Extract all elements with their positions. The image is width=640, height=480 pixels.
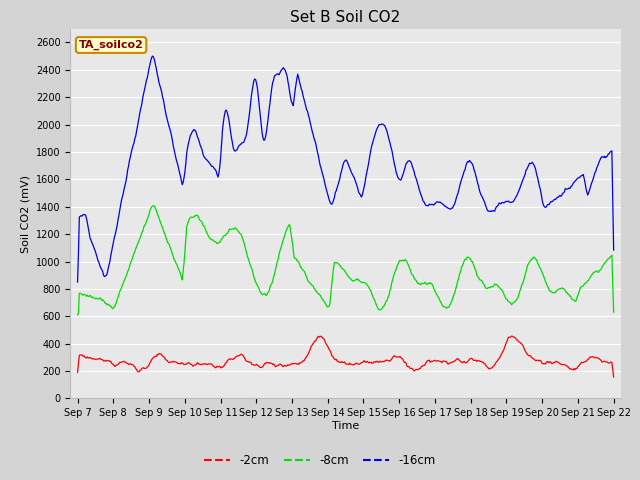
- Title: Set B Soil CO2: Set B Soil CO2: [291, 10, 401, 25]
- Text: TA_soilco2: TA_soilco2: [79, 40, 143, 50]
- X-axis label: Time: Time: [332, 421, 359, 431]
- Y-axis label: Soil CO2 (mV): Soil CO2 (mV): [20, 175, 30, 252]
- Legend: -2cm, -8cm, -16cm: -2cm, -8cm, -16cm: [200, 449, 440, 472]
